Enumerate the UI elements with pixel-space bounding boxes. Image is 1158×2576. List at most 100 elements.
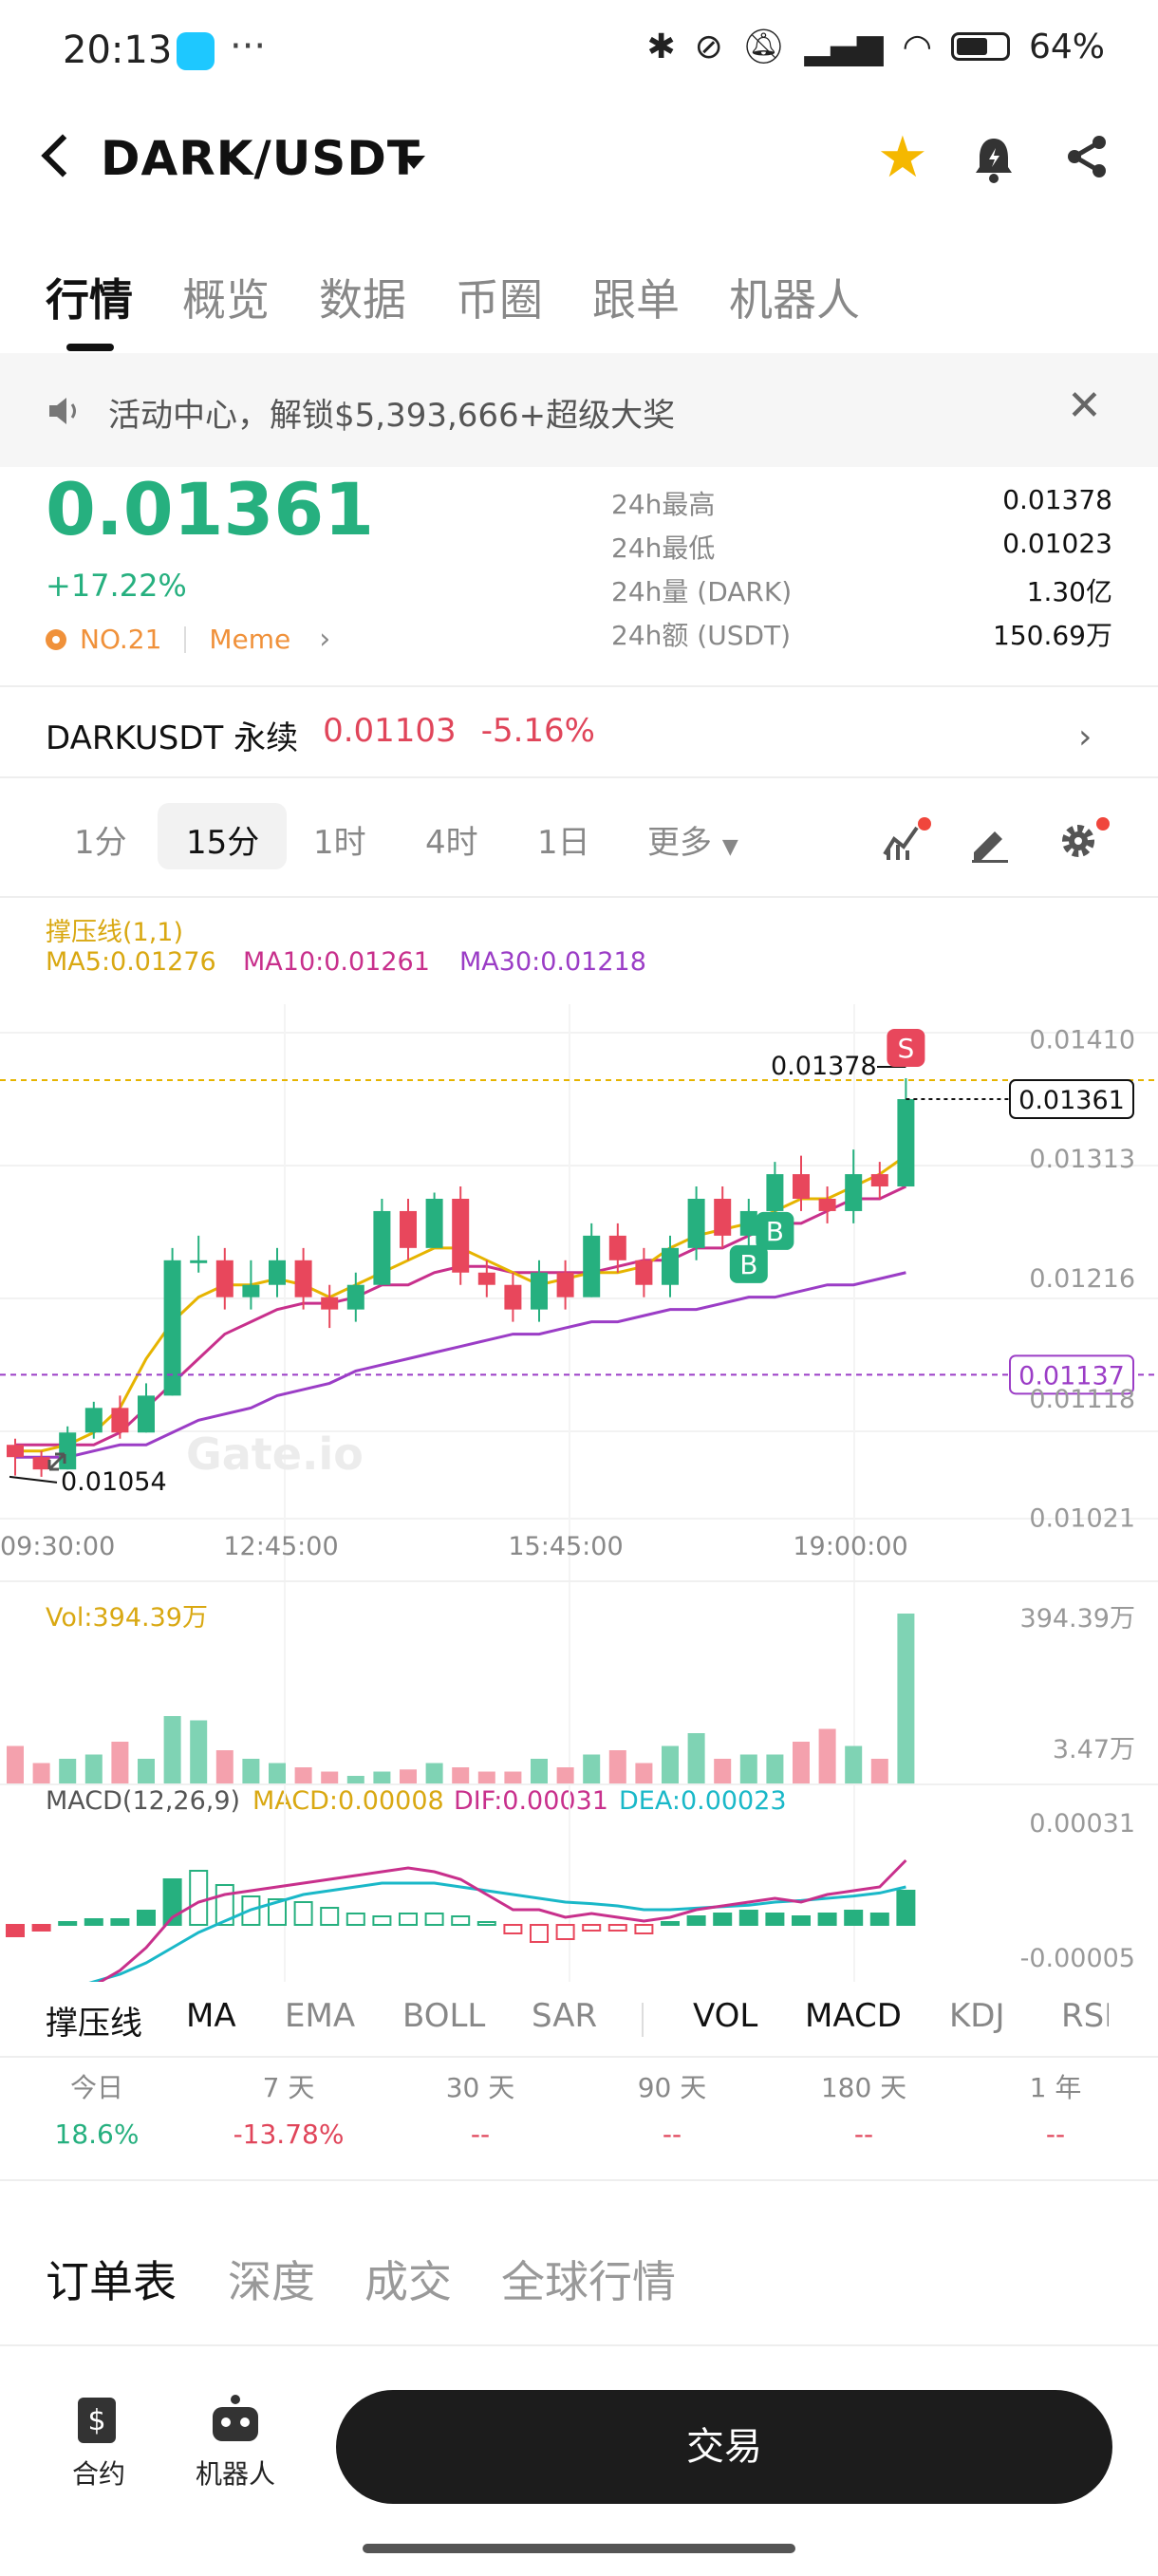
- ind-tab-ma[interactable]: MA: [186, 1997, 236, 2035]
- interval-1d[interactable]: 1日: [537, 824, 590, 862]
- perf-label: 180 天: [820, 2072, 907, 2103]
- wifi-icon: ◠: [902, 27, 932, 66]
- candle: [477, 1272, 495, 1285]
- volume-bar: [818, 1728, 836, 1784]
- perf-cell: 今日 18.6%: [2, 2067, 192, 2150]
- nav-contract[interactable]: $ 合约: [70, 2394, 127, 2492]
- promo-banner[interactable]: 活动中心，解锁$5,393,666+超级大奖 ✕: [0, 353, 1158, 467]
- volume-bar: [583, 1754, 601, 1784]
- trade-button[interactable]: 交易: [336, 2390, 1112, 2504]
- active-tab-indicator: [66, 344, 114, 351]
- tab-data[interactable]: 数据: [319, 274, 406, 326]
- macd-bar: [713, 1913, 733, 1926]
- app-notification-icon: [177, 32, 215, 70]
- ind-tab-boll[interactable]: BOLL: [402, 1997, 486, 2035]
- volume-bar: [242, 1759, 260, 1784]
- stat-value: 1.30亿: [1026, 576, 1112, 607]
- ind-tab-ema[interactable]: EMA: [285, 1997, 356, 2035]
- nav-contract-label: 合约: [71, 2458, 125, 2490]
- perf-label: 7 天: [262, 2072, 315, 2103]
- macd-bar: [555, 1924, 575, 1940]
- indicator-settings-icon[interactable]: [881, 816, 932, 868]
- dea-line: [88, 1881, 906, 1982]
- macd-bar: [110, 1918, 130, 1926]
- tab-orderbook[interactable]: 订单表: [46, 2256, 177, 2307]
- tab-depth[interactable]: 深度: [228, 2256, 315, 2307]
- ind-tab-support[interactable]: 撑压线: [46, 2005, 142, 2043]
- perf-label: 30 天: [445, 2072, 515, 2103]
- stat-label: 24h最低: [611, 532, 716, 564]
- kline-chart[interactable]: Gate.io 0.01378 0.01054 0.01361 0.01137 0.014…: [0, 900, 1158, 1982]
- macd-bar: [817, 1913, 837, 1926]
- perpetual-row[interactable]: DARKUSDT 永续 0.01103 -5.16%: [46, 712, 595, 758]
- ind-tab-macd[interactable]: MACD: [805, 1997, 902, 2035]
- tab-market[interactable]: 行情: [46, 274, 133, 326]
- volume-bar: [346, 1776, 364, 1784]
- volume-bar: [687, 1733, 705, 1784]
- macd-bar: [738, 1910, 758, 1926]
- chevron-right-icon[interactable]: ›: [1078, 718, 1093, 756]
- perf-value: --: [853, 2119, 874, 2150]
- low-leader: [9, 1475, 58, 1484]
- tab-trades[interactable]: 成交: [364, 2256, 452, 2307]
- status-bar: 20:13 ··· ✱ ⊘ 🔕︎ ▂▄▆ ◠ 64%: [0, 0, 1158, 104]
- performance-row: 今日 18.6% 7 天 -13.78% 30 天 -- 90 天 -- 180 天 --…: [0, 2067, 1158, 2181]
- close-icon[interactable]: ✕: [1067, 382, 1102, 430]
- interval-1m[interactable]: 1分: [74, 824, 127, 862]
- tab-community[interactable]: 币圈: [456, 274, 543, 326]
- macd-bar: [268, 1898, 287, 1926]
- candle: [504, 1284, 522, 1310]
- candle: [870, 1174, 888, 1187]
- rank-row[interactable]: NO.21 Meme ›: [46, 623, 330, 656]
- candle: [242, 1284, 260, 1297]
- favorite-star-icon[interactable]: ★: [877, 124, 928, 191]
- macd-bar: [503, 1924, 523, 1934]
- ind-tab-sar[interactable]: SAR: [532, 1997, 598, 2035]
- macd-bar: [58, 1921, 78, 1926]
- ind-tab-rsi[interactable]: RSI: [1061, 1997, 1109, 2035]
- home-indicator[interactable]: [363, 2544, 795, 2553]
- candle: [583, 1235, 601, 1297]
- pair-dropdown-icon[interactable]: [402, 156, 425, 169]
- more-notifications-icon: ···: [230, 25, 267, 68]
- volume-bar: [477, 1771, 495, 1784]
- candle: [897, 1098, 915, 1187]
- perf-value: 18.6%: [54, 2119, 140, 2150]
- interval-1h[interactable]: 1时: [313, 824, 366, 862]
- bluetooth-icon: ✱: [646, 27, 676, 66]
- price-alert-icon[interactable]: [974, 137, 1014, 188]
- perf-cell: 30 天 --: [385, 2067, 575, 2150]
- nav-robot[interactable]: 机器人: [196, 2394, 275, 2492]
- tab-global-market[interactable]: 全球行情: [501, 2256, 676, 2307]
- perf-value: --: [662, 2119, 682, 2150]
- candle: [687, 1198, 705, 1248]
- chart-settings-icon[interactable]: [1055, 816, 1112, 868]
- trade-marker-label: S: [898, 1033, 915, 1064]
- overlay-title: 撑压线(1,1): [46, 918, 184, 947]
- candle: [400, 1210, 417, 1248]
- nav-robot-label: 机器人: [196, 2458, 276, 2490]
- macd-bar: [293, 1901, 313, 1926]
- tab-copytrade[interactable]: 跟单: [592, 274, 680, 326]
- ind-tab-kdj[interactable]: KDJ: [949, 1997, 1005, 2035]
- pair-title[interactable]: DARK/USDT: [101, 131, 420, 186]
- tab-robot[interactable]: 机器人: [729, 274, 860, 326]
- interval-15m[interactable]: 15分: [186, 824, 260, 862]
- interval-more[interactable]: 更多 ▼: [647, 816, 738, 863]
- volume-bar: [714, 1759, 732, 1784]
- stat-row: 24h最低 0.01023: [611, 528, 1112, 571]
- volume-bar: [59, 1759, 77, 1784]
- share-icon[interactable]: [1063, 133, 1111, 184]
- candle: [845, 1174, 863, 1211]
- tab-overview[interactable]: 概览: [182, 274, 270, 326]
- interval-4h[interactable]: 4时: [425, 824, 478, 862]
- price-axis-label: 0.01118: [1029, 1385, 1135, 1414]
- back-icon[interactable]: [41, 134, 84, 177]
- candle: [321, 1297, 339, 1310]
- candle: [163, 1260, 181, 1396]
- draw-pen-icon[interactable]: [968, 820, 1012, 868]
- ind-tab-vol[interactable]: VOL: [693, 1997, 758, 2035]
- divider: [0, 2179, 1158, 2181]
- perpetual-name: DARKUSDT 永续: [46, 719, 299, 757]
- perf-cell: 90 天 --: [577, 2067, 767, 2150]
